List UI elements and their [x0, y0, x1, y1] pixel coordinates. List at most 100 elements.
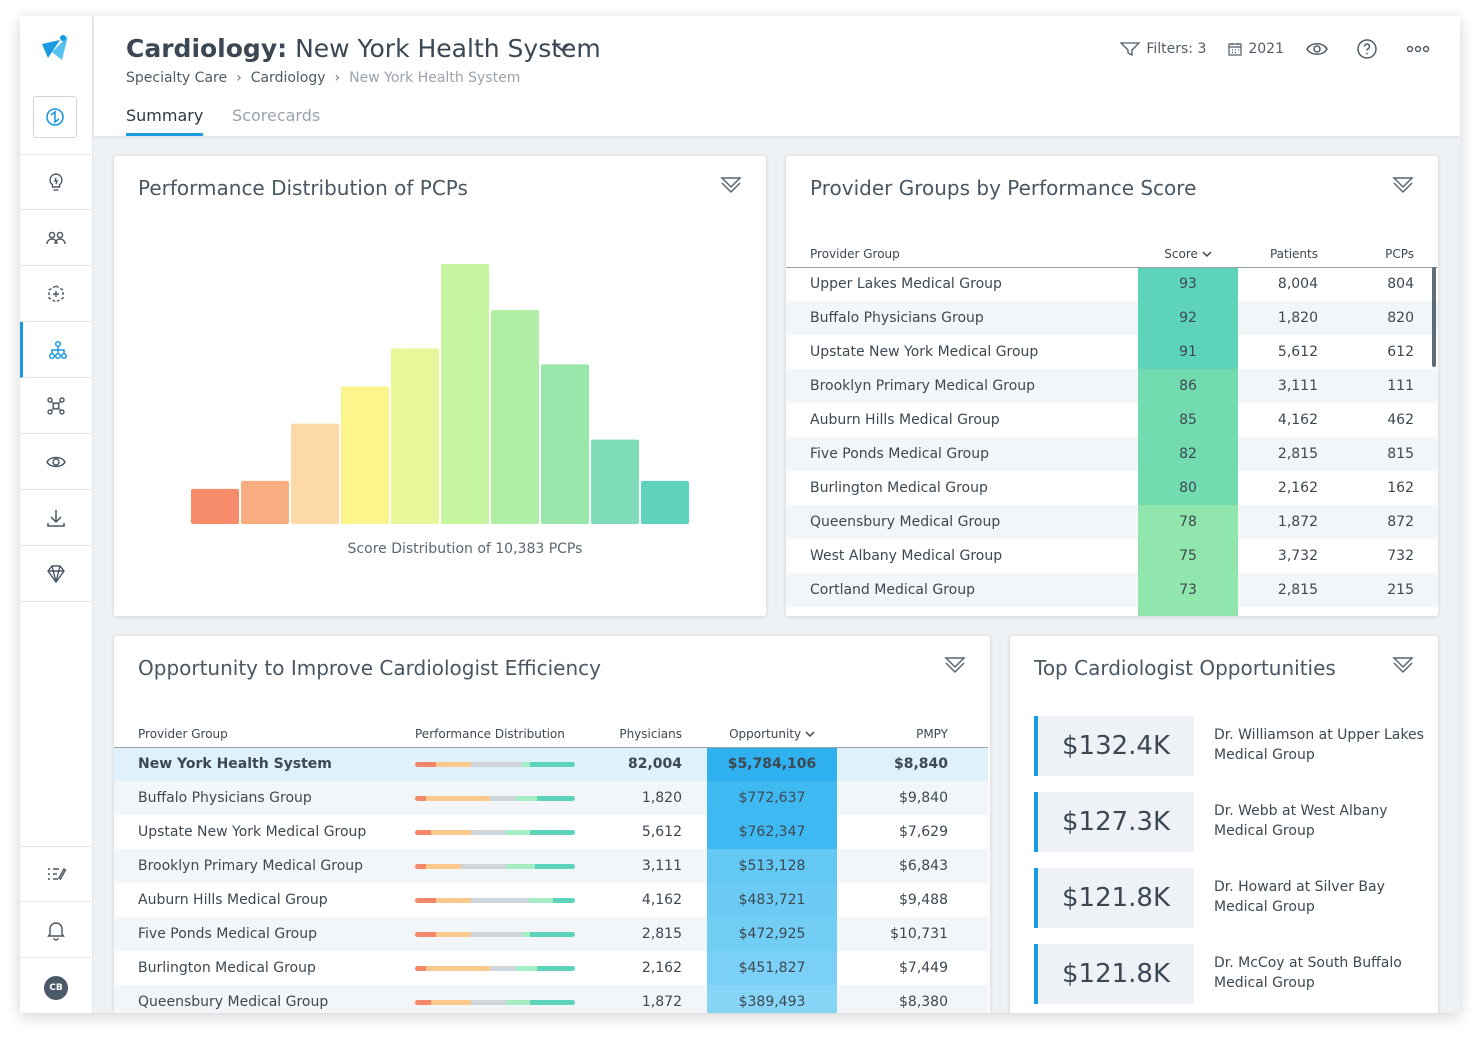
provider-group-name: West Albany Medical Group [810, 548, 1003, 564]
histogram-bar[interactable] [641, 480, 689, 524]
card-menu-icon[interactable] [1392, 656, 1414, 674]
table-row[interactable]: Upper Lakes Medical Group 93 8,004 804 [786, 267, 1438, 301]
sidebar-item-premium[interactable] [20, 546, 92, 602]
opportunity-item[interactable]: $121.8K Dr. McCoy at South Buffalo Medica… [1034, 944, 1414, 1004]
patients-cell: 1,820 [1238, 301, 1330, 335]
sidebar-item-network[interactable] [20, 266, 92, 322]
distribution-segment [415, 897, 436, 903]
opportunity-item[interactable]: $132.4K Dr. Williamson at Upper Lakes Med… [1034, 716, 1424, 776]
histogram-bar[interactable] [241, 480, 289, 524]
distribution-segment [490, 965, 516, 971]
avatar[interactable]: CB [44, 976, 68, 1000]
table-row[interactable]: Burlington Medical Group 80 2,162 162 [786, 471, 1438, 505]
physicians-cell: 3,111 [603, 849, 707, 883]
column-header[interactable]: PMPY [837, 711, 988, 748]
sidebar-item-insights[interactable] [20, 154, 92, 210]
sidebar-item-tasks[interactable] [20, 846, 92, 902]
table-row[interactable]: New York Health System 82,004 $5,784,106 $8… [114, 747, 988, 781]
histogram-bar[interactable] [341, 386, 389, 524]
page-header: Cardiology: New York Health System Speci… [94, 16, 1460, 136]
score-cell: 73 [1138, 573, 1238, 607]
table-row[interactable]: Buffalo Physicians Group 1,820 $772,637 $9,… [114, 781, 988, 815]
patients-cell: 2,162 [1277, 480, 1318, 496]
column-header[interactable]: Patients [1238, 231, 1330, 268]
sidebar-item-people[interactable] [20, 210, 92, 266]
column-header[interactable]: Provider Group [786, 231, 1138, 268]
distribution-segment [435, 761, 471, 767]
patients-cell: 5,612 [1277, 344, 1318, 360]
column-header[interactable]: Performance Distribution [415, 711, 603, 748]
column-header-sorted[interactable]: Opportunity [707, 711, 837, 748]
pcps-cell: 872 [1330, 505, 1438, 539]
table-row[interactable]: Five Ponds Medical Group 82 2,815 815 [786, 437, 1438, 471]
sidebar-item-watch[interactable] [20, 434, 92, 490]
table-row[interactable]: Burlington Medical Group 2,162 $451,827 $7,… [114, 951, 988, 985]
breadcrumb-item[interactable]: Specialty Care [126, 70, 228, 86]
histogram-bar[interactable] [441, 264, 489, 524]
filters-button[interactable]: Filters: 3 [1120, 41, 1206, 57]
sort-desc-icon [805, 731, 815, 738]
histogram-bar[interactable] [541, 364, 589, 524]
histogram-bar[interactable] [491, 310, 539, 524]
score-cell: 93 [1138, 267, 1238, 301]
physicians-cell: 5,612 [641, 824, 682, 840]
table-row[interactable]: Buffalo Physicians Group 92 1,820 820 [786, 301, 1438, 335]
watch-button[interactable] [1306, 41, 1334, 57]
table-row[interactable]: Upstate New York Medical Group 5,612 $762,… [114, 815, 988, 849]
year-button[interactable]: 2021 [1228, 41, 1284, 57]
column-header-sorted[interactable]: Score [1138, 231, 1238, 268]
histogram-bar[interactable] [591, 439, 639, 524]
opportunity-label: Dr. Williamson at Upper Lakes Medical Gr… [1214, 727, 1424, 763]
table-row[interactable]: Upstate New York Medical Group 91 5,612 612 [786, 335, 1438, 369]
table-row[interactable]: Auburn Hills Medical Group 85 4,162 462 [786, 403, 1438, 437]
sort-desc-icon [1202, 251, 1212, 258]
table-row[interactable]: Queensbury Medical Group 1,872 $389,493 $8,… [114, 985, 988, 1013]
table-row[interactable]: Queensbury Medical Group 78 1,872 872 [786, 505, 1438, 539]
distribution-segment [534, 863, 575, 869]
top-opportunities-card: Top Cardiologist Opportunities $132.4K Dr… [1010, 636, 1438, 1013]
table-row[interactable]: Five Ponds Medical Group 2,815 $472,925 $10… [114, 917, 988, 951]
histogram-bar[interactable] [391, 348, 439, 524]
card-menu-icon[interactable] [720, 176, 742, 194]
breadcrumb-item[interactable]: Cardiology [250, 70, 326, 86]
distribution-segment [415, 795, 427, 801]
opportunity-item[interactable]: $121.8K Dr. Howard at Silver Bay Medical … [1034, 868, 1414, 928]
patients-cell: 4,162 [1277, 412, 1318, 428]
sidebar-item-notifications[interactable] [20, 902, 92, 958]
distribution-bar [415, 931, 575, 937]
scrollbar[interactable] [1432, 267, 1436, 367]
pcps-cell: 215 [1330, 573, 1438, 607]
people-icon [46, 231, 66, 244]
tab-summary[interactable]: Summary [126, 106, 204, 136]
opportunity-cell: $762,347 [707, 815, 837, 849]
column-header[interactable]: Provider Group [114, 711, 415, 748]
help-button[interactable] [1356, 38, 1384, 60]
card-menu-icon[interactable] [1392, 176, 1414, 194]
opportunity-item[interactable]: $127.3K Dr. Webb at West Albany Medical G… [1034, 792, 1414, 852]
tab-scorecards[interactable]: Scorecards [232, 106, 321, 125]
score-cell: 82 [1138, 437, 1238, 471]
card-title: Top Cardiologist Opportunities [1034, 656, 1336, 680]
table-row[interactable]: Auburn Hills Medical Group 4,162 $483,721 $… [114, 883, 988, 917]
page-title[interactable]: Cardiology: New York Health System [126, 34, 601, 63]
table-row[interactable]: Brooklyn Primary Medical Group 86 3,111 111 [786, 369, 1438, 403]
distribution-segment [530, 999, 575, 1005]
column-header[interactable]: PCPs [1330, 231, 1438, 268]
table-row[interactable]: Brooklyn Primary Medical Group 3,111 $513,… [114, 849, 988, 883]
sidebar-item-download[interactable] [20, 490, 92, 546]
chevron-down-icon[interactable] [552, 40, 572, 54]
histogram-bar[interactable] [191, 488, 239, 524]
table-row[interactable]: West Albany Medical Group 75 3,732 732 [786, 539, 1438, 573]
column-header[interactable]: Physicians [603, 711, 707, 748]
sidebar-item-cluster[interactable] [20, 378, 92, 434]
pmpy-cell: $10,731 [837, 917, 988, 951]
swap-icon[interactable] [33, 96, 77, 138]
more-button[interactable] [1406, 45, 1436, 53]
opportunity-amount: $127.3K [1034, 792, 1194, 852]
sidebar-item-hierarchy[interactable] [20, 322, 92, 378]
histogram-bar[interactable] [291, 423, 339, 524]
table-row[interactable]: Cortland Medical Group 73 2,815 215 [786, 573, 1438, 607]
card-menu-icon[interactable] [944, 656, 966, 674]
provider-group-name: Brooklyn Primary Medical Group [114, 849, 415, 883]
brand-logo-icon[interactable] [38, 30, 74, 66]
